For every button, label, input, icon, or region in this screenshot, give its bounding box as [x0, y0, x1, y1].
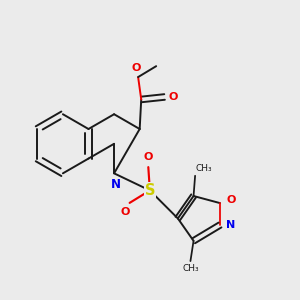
- Text: O: O: [168, 92, 178, 102]
- Text: N: N: [111, 178, 121, 191]
- Text: O: O: [120, 207, 130, 217]
- Text: CH₃: CH₃: [182, 264, 199, 273]
- Text: CH₃: CH₃: [196, 164, 212, 173]
- Text: S: S: [145, 183, 155, 198]
- Text: O: O: [144, 152, 153, 162]
- Text: O: O: [226, 195, 236, 205]
- Text: O: O: [132, 63, 141, 73]
- Text: N: N: [226, 220, 236, 230]
